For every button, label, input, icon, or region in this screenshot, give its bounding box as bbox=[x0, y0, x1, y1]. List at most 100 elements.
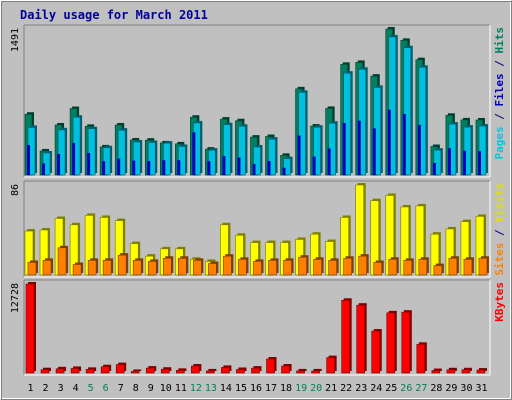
pages-bar bbox=[372, 128, 376, 175]
sites-bar bbox=[328, 260, 337, 276]
files-bar bbox=[253, 146, 261, 176]
kbytes-bar-shadow bbox=[43, 367, 52, 371]
files-bar bbox=[283, 158, 291, 176]
pages-bar bbox=[87, 152, 91, 175]
kbytes-bar bbox=[236, 369, 245, 374]
x-tick-day-28: 28 bbox=[430, 383, 442, 394]
kbytes-bar-shadow bbox=[463, 367, 472, 371]
files-bar bbox=[313, 126, 321, 176]
sites-bar bbox=[283, 260, 292, 276]
kbytes-bar bbox=[40, 369, 50, 374]
x-axis-tick-labels: 1 2 3 4 5 6 7 8 9 10 11 12 13 14 15 16 17 18 19 20 21 22 23 24 2… bbox=[28, 383, 488, 394]
x-tick-day-27: 27 bbox=[415, 383, 427, 394]
sites-bar bbox=[238, 259, 247, 276]
kbytes-bar bbox=[296, 370, 305, 374]
kbytes-bar bbox=[416, 344, 426, 374]
pages-bar bbox=[192, 132, 196, 175]
pages-bar bbox=[327, 148, 331, 175]
kbytes-bar bbox=[191, 365, 200, 374]
kbytes-bar bbox=[251, 367, 260, 374]
kbytes-bar bbox=[206, 370, 215, 374]
files-bar bbox=[117, 129, 126, 176]
sites-bar bbox=[448, 257, 458, 276]
sites-bar bbox=[208, 263, 217, 276]
x-tick-day-10: 10 bbox=[160, 383, 172, 394]
kbytes-bar bbox=[266, 358, 275, 374]
x-tick-day-3: 3 bbox=[58, 383, 64, 394]
sites-bar bbox=[132, 260, 142, 276]
kbytes-bar bbox=[446, 369, 456, 374]
x-tick-day-15: 15 bbox=[235, 383, 247, 394]
kbytes-bar bbox=[461, 369, 471, 374]
sites-bar bbox=[178, 257, 187, 276]
x-tick-day-26: 26 bbox=[400, 383, 412, 394]
kbytes-bar-shadow bbox=[478, 368, 487, 371]
x-tick-day-29: 29 bbox=[445, 383, 457, 394]
x-tick-day-30: 30 bbox=[460, 383, 472, 394]
kbytes-bar bbox=[311, 370, 320, 374]
files-bar bbox=[223, 124, 231, 176]
x-tick-day-4: 4 bbox=[73, 383, 79, 394]
pages-bar bbox=[477, 151, 481, 175]
files-bar bbox=[478, 125, 487, 176]
pages-bar bbox=[177, 160, 181, 175]
x-tick-day-9: 9 bbox=[148, 383, 154, 394]
pages-bar bbox=[27, 145, 30, 175]
x-tick-day-17: 17 bbox=[265, 383, 277, 394]
x-tick-day-2: 2 bbox=[43, 383, 49, 394]
kbytes-bar bbox=[326, 357, 335, 374]
kbytes-bar bbox=[356, 304, 366, 374]
legend-visits-label: Visits bbox=[493, 183, 506, 223]
pages-bar bbox=[42, 163, 46, 175]
kbytes-bar bbox=[70, 368, 80, 374]
x-tick-day-19: 19 bbox=[295, 383, 307, 394]
files-bar bbox=[87, 128, 96, 176]
files-bar bbox=[162, 142, 171, 176]
sites-bar bbox=[162, 257, 172, 276]
pages-bar bbox=[312, 156, 316, 175]
kbytes-bar bbox=[176, 370, 185, 374]
files-bar bbox=[433, 149, 442, 176]
kbytes-bar-shadow bbox=[208, 368, 217, 371]
pages-bar bbox=[402, 113, 406, 175]
kbytes-bar bbox=[401, 311, 411, 374]
pages-bar bbox=[387, 109, 391, 175]
legend-kbytes-label: KBytes bbox=[493, 282, 506, 322]
x-tick-day-12: 12 bbox=[190, 383, 202, 394]
x-tick-day-16: 16 bbox=[250, 383, 262, 394]
kbytes-bar bbox=[85, 369, 95, 374]
files-bar bbox=[238, 125, 246, 176]
pages-bar bbox=[252, 164, 256, 175]
pages-bar bbox=[297, 135, 301, 175]
x-tick-day-7: 7 bbox=[118, 383, 124, 394]
kbytes-bar bbox=[100, 366, 110, 374]
files-bar bbox=[418, 66, 427, 176]
pages-bar bbox=[282, 167, 286, 175]
pages-bar bbox=[447, 148, 451, 175]
pages-bar bbox=[57, 154, 61, 175]
sites-bar bbox=[147, 261, 157, 276]
kbytes-bar bbox=[160, 368, 170, 374]
legend-hits-label: Hits bbox=[493, 27, 506, 54]
sites-bar bbox=[117, 254, 127, 276]
files-bar bbox=[298, 92, 306, 176]
sites-bar bbox=[388, 259, 398, 276]
x-tick-day-24: 24 bbox=[370, 383, 382, 394]
pages-bar bbox=[72, 142, 76, 175]
files-bar bbox=[388, 36, 397, 176]
sites-bar bbox=[478, 257, 488, 276]
pages-bar bbox=[417, 124, 421, 175]
panel-kbytes-legend: KBytes bbox=[493, 282, 506, 322]
sites-bar bbox=[253, 261, 262, 276]
x-tick-day-21: 21 bbox=[325, 383, 337, 394]
sites-bar bbox=[343, 257, 352, 276]
kbytes-bar bbox=[130, 371, 140, 374]
sites-bar bbox=[298, 256, 307, 276]
legend--label: / bbox=[493, 54, 506, 74]
x-tick-day-14: 14 bbox=[220, 383, 232, 394]
kbytes-bar bbox=[476, 369, 486, 374]
sites-bar bbox=[358, 255, 368, 276]
legend-sites-label: Sites bbox=[493, 243, 506, 276]
pages-bar bbox=[462, 150, 466, 175]
sites-bar bbox=[42, 260, 52, 276]
